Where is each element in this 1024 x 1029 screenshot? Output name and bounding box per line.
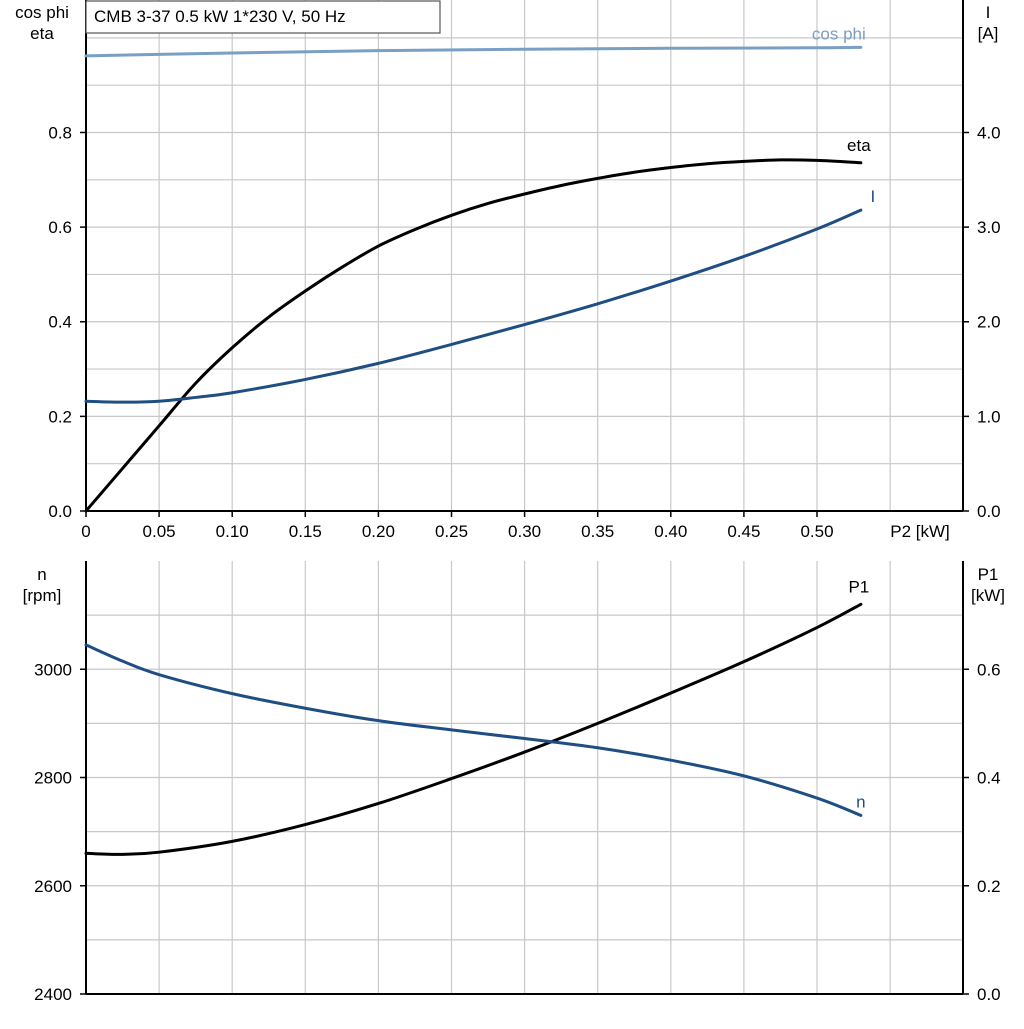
left-tick-label: 2600 xyxy=(34,877,72,896)
series-label-i: I xyxy=(870,187,875,206)
series-line-eta xyxy=(84,158,863,513)
x-tick-label: 0.15 xyxy=(289,522,322,541)
left-axis-label: n xyxy=(37,565,46,584)
x-axis-label: P2 [kW] xyxy=(890,522,950,541)
chart-title: CMB 3-37 0.5 kW 1*230 V, 50 Hz xyxy=(94,7,346,26)
left-tick-label: 0.8 xyxy=(48,123,72,142)
left-tick-label: 2400 xyxy=(34,985,72,1004)
right-axis-label: I xyxy=(986,3,991,22)
left-tick-label: 0.0 xyxy=(48,502,72,521)
right-axis-label: [kW] xyxy=(971,586,1005,605)
right-tick-label: 0.6 xyxy=(977,660,1001,679)
series-label-eta: eta xyxy=(847,136,871,155)
x-tick-label: 0.45 xyxy=(727,522,760,541)
series-label-cos-phi: cos phi xyxy=(812,24,866,43)
series-line-p1 xyxy=(84,602,863,856)
left-tick-label: 0.6 xyxy=(48,218,72,237)
right-tick-label: 2.0 xyxy=(977,313,1001,332)
series-line-i xyxy=(84,208,863,404)
right-tick-label: 3.0 xyxy=(977,218,1001,237)
left-tick-label: 2800 xyxy=(34,769,72,788)
left-axis-label: cos phi xyxy=(15,3,69,22)
x-tick-label: 0.05 xyxy=(143,522,176,541)
x-tick-label: 0.35 xyxy=(581,522,614,541)
x-tick-label: 0 xyxy=(81,522,90,541)
right-tick-label: 0.4 xyxy=(977,769,1001,788)
series-line-n xyxy=(84,643,863,817)
right-tick-label: 0.0 xyxy=(977,502,1001,521)
left-tick-label: 0.2 xyxy=(48,407,72,426)
title-box xyxy=(85,0,441,34)
right-axis-label: [A] xyxy=(978,24,999,43)
series-label-n: n xyxy=(856,792,865,811)
left-tick-label: 0.4 xyxy=(48,313,72,332)
x-tick-label: 0.50 xyxy=(800,522,833,541)
left-axis-label: [rpm] xyxy=(23,586,62,605)
x-tick-label: 0.20 xyxy=(362,522,395,541)
right-tick-label: 0.2 xyxy=(977,877,1001,896)
x-tick-label: 0.30 xyxy=(508,522,541,541)
right-tick-label: 4.0 xyxy=(977,123,1001,142)
series-label-p1: P1 xyxy=(848,577,869,596)
x-tick-label: 0.25 xyxy=(435,522,468,541)
right-axis-label: P1 xyxy=(978,565,999,584)
x-tick-label: 0.10 xyxy=(216,522,249,541)
x-tick-label: 0.40 xyxy=(654,522,687,541)
right-tick-label: 1.0 xyxy=(977,407,1001,426)
left-tick-label: 3000 xyxy=(34,660,72,679)
series-line-cos-phi xyxy=(84,45,863,58)
left-axis-label: eta xyxy=(30,24,54,43)
right-tick-label: 0.0 xyxy=(977,985,1001,1004)
